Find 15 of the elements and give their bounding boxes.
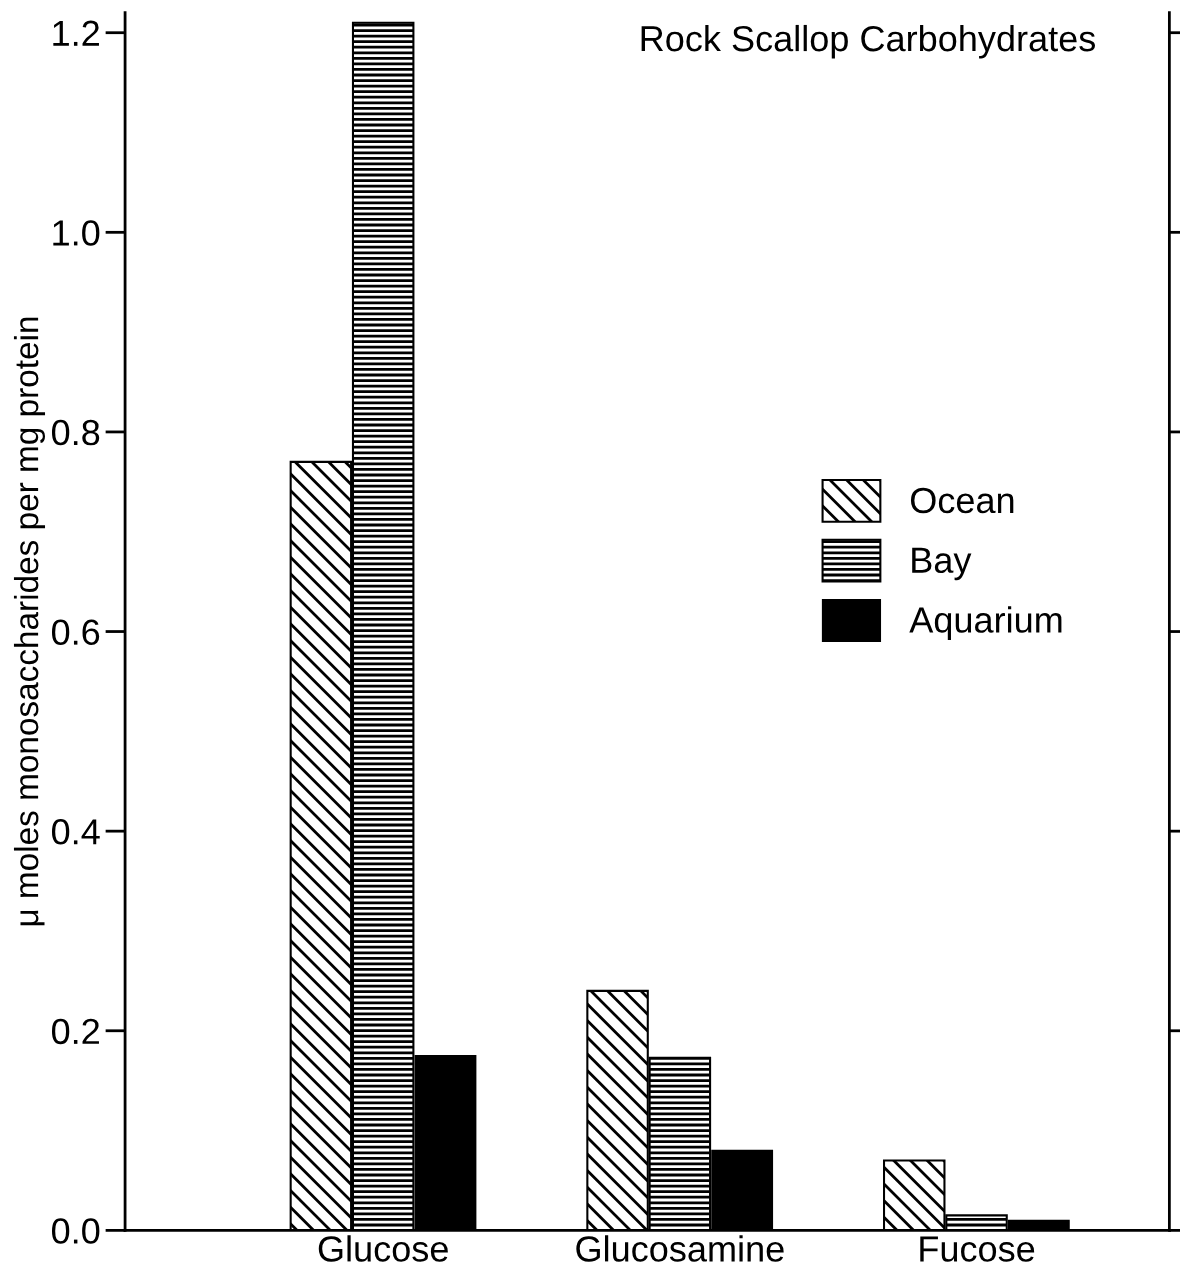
legend-label: Bay [912, 547, 972, 581]
y-tick-label: 0.8 [51, 419, 100, 446]
chart-title: Rock Scallop Carbohydrates [641, 24, 1095, 59]
y-tick-label: 0.6 [51, 619, 100, 645]
x-tick-label: Fucose [920, 1236, 1035, 1262]
x-tick-label: Glucosamine [576, 1235, 784, 1262]
x-tick-label: Glucose [318, 1235, 448, 1262]
y-tick-label: 1.0 [53, 220, 100, 246]
y-tick-label: 0.0 [51, 1218, 100, 1244]
y-axis-title: μ moles monosaccharides per mg protein [13, 317, 46, 926]
y-tick-label: 0.2 [51, 1018, 99, 1045]
y-tick-label: 0.4 [51, 819, 100, 845]
legend-label: Aquarium [909, 606, 1062, 640]
legend-label: Ocean [910, 487, 1014, 514]
y-tick-label: 1.2 [53, 20, 99, 46]
